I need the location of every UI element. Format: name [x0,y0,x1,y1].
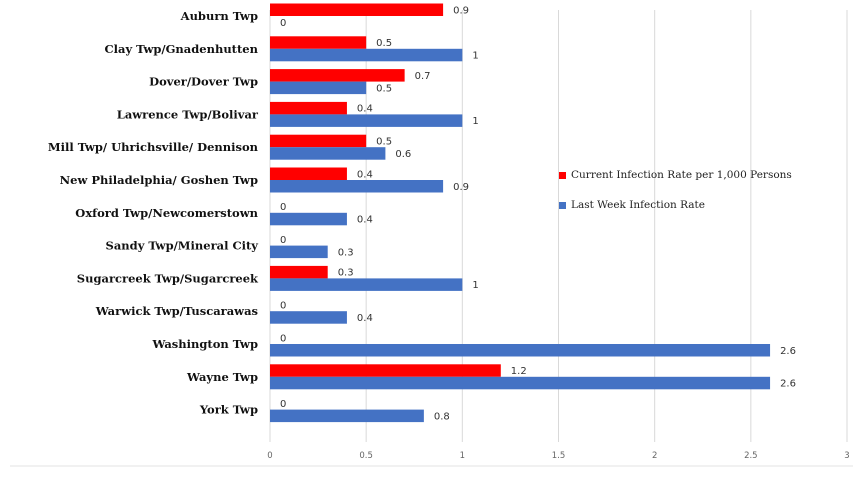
bar-last-week [270,409,424,423]
bar-current [270,101,347,115]
data-label-current: 0 [280,333,286,344]
data-label-last-week: 2.6 [780,379,796,390]
bar-current [270,69,405,82]
data-label-last-week: 0.4 [357,313,373,324]
legend-label-current: Current Infection Rate per 1,000 Persons [571,169,792,181]
category-label: Auburn Twp [180,9,258,23]
data-label-last-week: 2.6 [780,346,796,357]
bar-last-week [270,48,463,62]
data-label-current: 0.5 [376,38,392,49]
bar-last-week [270,212,347,226]
data-label-current: 0.7 [415,71,431,82]
data-label-current: 0 [280,399,286,410]
bar-last-week [270,344,771,357]
x-tick-label: 1.5 [552,451,566,461]
x-tick-label: 2 [652,451,657,461]
legend-swatch-current [559,171,566,179]
category-label: Mill Twp/ Uhrichsville/ Dennison [48,140,259,154]
x-tick-label: 0 [267,451,272,461]
data-label-current: 0.3 [338,268,354,279]
legend-item-current: Current Infection Rate per 1,000 Persons [559,169,792,181]
x-tick-label: 3 [844,451,849,461]
bar-last-week [270,81,367,95]
data-label-current: 0 [280,235,286,246]
category-label: Dover/Dover Twp [149,75,258,89]
category-label: Oxford Twp/Newcomerstown [75,206,258,220]
data-label-last-week: 1 [472,116,478,127]
data-label-last-week: 0.8 [434,411,450,422]
data-label-last-week: 0.4 [357,215,373,226]
category-label: Wayne Twp [186,370,258,384]
bar-last-week [270,147,386,160]
bar-last-week [270,180,444,193]
data-label-last-week: 0.9 [453,182,469,193]
data-label-current: 0.4 [357,104,373,115]
data-label-current: 0.5 [376,136,392,147]
data-label-last-week: 1 [472,280,478,291]
category-label: Warwick Twp/Tuscarawas [95,304,258,318]
bars [270,3,771,423]
bar-last-week [270,376,771,390]
data-label-last-week: 0.6 [395,149,411,160]
data-label-last-week: 0.5 [376,83,392,94]
category-label: New Philadelphia/ Goshen Twp [60,173,258,187]
data-label-last-week: 0 [280,18,286,29]
data-label-current: 0.4 [357,169,373,180]
data-label-current: 0.9 [453,5,469,16]
legend-label-last-week: Last Week Infection Rate [571,199,705,211]
data-label-last-week: 1 [472,51,478,62]
category-label: Clay Twp/Gnadenhutten [105,42,259,56]
category-label: Sugarcreek Twp/Sugarcreek [77,271,259,285]
legend-item-last-week: Last Week Infection Rate [559,199,792,211]
data-label-current: 0 [280,202,286,213]
bar-current [270,265,328,279]
data-label-last-week: 0.3 [338,247,354,258]
data-label-current: 0 [280,300,286,311]
data-label-current: 1.2 [511,366,527,377]
category-label: Washington Twp [151,337,258,351]
x-tick-label: 1 [460,451,465,461]
bar-last-week [270,114,463,127]
bar-current [270,364,501,377]
category-label: Sandy Twp/Mineral City [106,239,259,253]
x-tick-label: 2.5 [744,451,758,461]
bar-last-week [270,245,328,259]
bar-last-week [270,278,463,291]
legend-swatch-last-week [559,201,566,209]
labels: 0 0.5 1 1.5 2 2.5 3 Auburn Twp 0.9 0 Clay Twp/Gnad… [48,5,850,461]
legend: Current Infection Rate per 1,000 Persons… [559,169,792,211]
category-label: York Twp [199,403,258,417]
bar-current [270,3,444,16]
bar-last-week [270,311,347,324]
category-label: Lawrence Twp/Bolivar [117,107,259,121]
bar-current [270,134,367,148]
bar-current [270,36,367,49]
bar-current [270,167,347,180]
x-tick-label: 0.5 [359,451,373,461]
